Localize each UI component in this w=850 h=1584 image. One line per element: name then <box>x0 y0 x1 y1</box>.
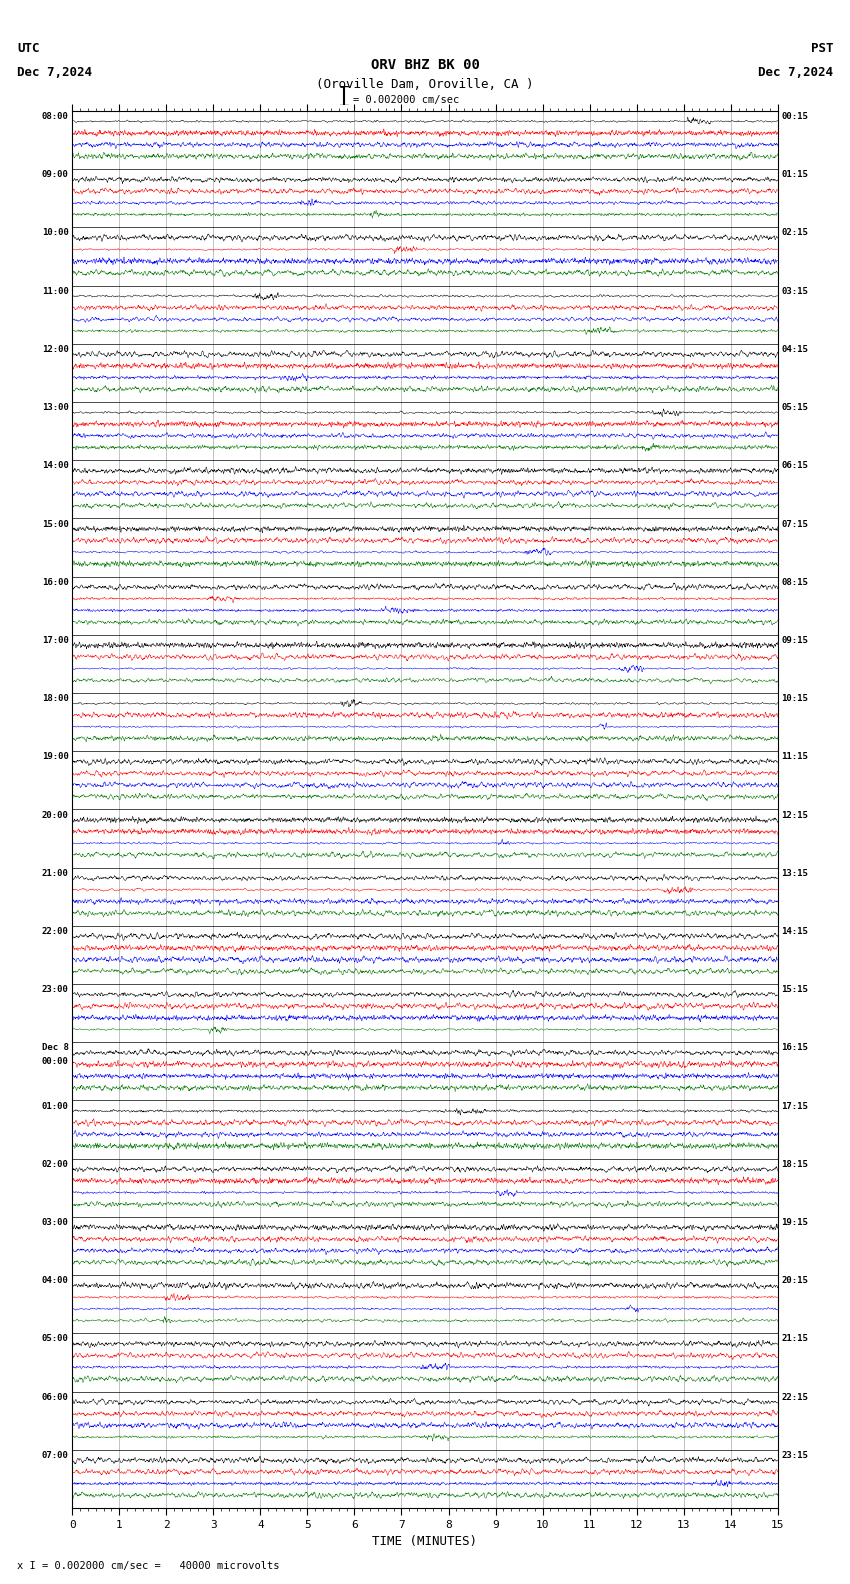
Text: 19:00: 19:00 <box>42 752 69 762</box>
Text: 07:15: 07:15 <box>781 520 808 529</box>
Text: 15:15: 15:15 <box>781 985 808 995</box>
Text: 22:15: 22:15 <box>781 1392 808 1402</box>
Text: 06:15: 06:15 <box>781 461 808 470</box>
Text: 10:15: 10:15 <box>781 694 808 703</box>
Text: 11:00: 11:00 <box>42 287 69 296</box>
Text: 07:00: 07:00 <box>42 1451 69 1460</box>
Text: (Oroville Dam, Oroville, CA ): (Oroville Dam, Oroville, CA ) <box>316 78 534 90</box>
Text: 19:15: 19:15 <box>781 1218 808 1228</box>
Text: 22:00: 22:00 <box>42 927 69 936</box>
Text: 09:15: 09:15 <box>781 635 808 645</box>
Text: 09:00: 09:00 <box>42 169 69 179</box>
Text: 05:00: 05:00 <box>42 1334 69 1343</box>
Text: 11:15: 11:15 <box>781 752 808 762</box>
Text: 20:00: 20:00 <box>42 811 69 819</box>
Text: 21:00: 21:00 <box>42 868 69 878</box>
Text: 12:00: 12:00 <box>42 345 69 353</box>
Text: Dec 7,2024: Dec 7,2024 <box>758 67 833 79</box>
Text: 12:15: 12:15 <box>781 811 808 819</box>
Text: 17:00: 17:00 <box>42 635 69 645</box>
Text: 05:15: 05:15 <box>781 402 808 412</box>
Text: 04:00: 04:00 <box>42 1277 69 1285</box>
Text: 00:00: 00:00 <box>42 1057 69 1066</box>
Text: Dec 8: Dec 8 <box>42 1044 69 1052</box>
Text: 06:00: 06:00 <box>42 1392 69 1402</box>
Text: 13:15: 13:15 <box>781 868 808 878</box>
Text: 16:15: 16:15 <box>781 1044 808 1052</box>
Text: UTC: UTC <box>17 43 39 55</box>
Text: 03:00: 03:00 <box>42 1218 69 1228</box>
Text: 20:15: 20:15 <box>781 1277 808 1285</box>
Text: 02:15: 02:15 <box>781 228 808 238</box>
Text: 18:15: 18:15 <box>781 1159 808 1169</box>
Text: 08:15: 08:15 <box>781 578 808 586</box>
Text: 02:00: 02:00 <box>42 1159 69 1169</box>
Text: 14:00: 14:00 <box>42 461 69 470</box>
Text: x I = 0.002000 cm/sec =   40000 microvolts: x I = 0.002000 cm/sec = 40000 microvolts <box>17 1562 280 1571</box>
Text: 15:00: 15:00 <box>42 520 69 529</box>
Text: 04:15: 04:15 <box>781 345 808 353</box>
Text: 18:00: 18:00 <box>42 694 69 703</box>
X-axis label: TIME (MINUTES): TIME (MINUTES) <box>372 1535 478 1548</box>
Text: ORV BHZ BK 00: ORV BHZ BK 00 <box>371 59 479 71</box>
Text: 01:15: 01:15 <box>781 169 808 179</box>
Text: 21:15: 21:15 <box>781 1334 808 1343</box>
Text: 17:15: 17:15 <box>781 1101 808 1110</box>
Text: PST: PST <box>811 43 833 55</box>
Text: 00:15: 00:15 <box>781 112 808 120</box>
Text: 01:00: 01:00 <box>42 1101 69 1110</box>
Text: 23:15: 23:15 <box>781 1451 808 1460</box>
Text: 08:00: 08:00 <box>42 112 69 120</box>
Text: 14:15: 14:15 <box>781 927 808 936</box>
Text: 16:00: 16:00 <box>42 578 69 586</box>
Text: 03:15: 03:15 <box>781 287 808 296</box>
Text: 10:00: 10:00 <box>42 228 69 238</box>
Text: 23:00: 23:00 <box>42 985 69 995</box>
Text: = 0.002000 cm/sec: = 0.002000 cm/sec <box>353 95 459 105</box>
Text: 13:00: 13:00 <box>42 402 69 412</box>
Text: Dec 7,2024: Dec 7,2024 <box>17 67 92 79</box>
